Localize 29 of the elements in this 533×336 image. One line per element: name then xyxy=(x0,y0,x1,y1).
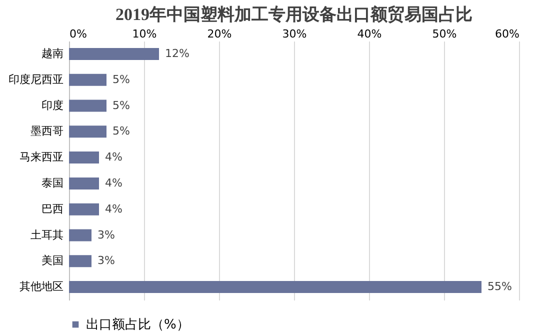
x-tick-label: 30% xyxy=(282,28,307,40)
x-tick-label: 0% xyxy=(70,28,87,40)
data-label: 4% xyxy=(105,150,122,164)
y-tick-label: 印度 xyxy=(42,98,64,112)
y-tick-label: 泰国 xyxy=(42,176,64,190)
data-label: 5% xyxy=(112,72,130,86)
y-tick-label: 美国 xyxy=(42,254,64,268)
data-label: 4% xyxy=(105,202,122,216)
data-label: 3% xyxy=(98,228,115,242)
x-tick-label: 20% xyxy=(207,28,232,40)
data-label: 55% xyxy=(488,280,512,294)
y-tick-label: 越南 xyxy=(42,46,64,60)
data-label: 3% xyxy=(98,254,115,268)
data-label: 5% xyxy=(112,98,130,112)
x-tick-label: 40% xyxy=(357,28,382,40)
y-tick-label: 印度尼西亚 xyxy=(8,72,64,86)
data-label: 5% xyxy=(112,124,130,138)
chart-title: 2019年中国塑料加工专用设备出口额贸易国占比 xyxy=(116,4,472,24)
x-tick-label: 10% xyxy=(132,28,157,40)
y-tick-label: 土耳其 xyxy=(30,228,64,242)
y-tick-label: 墨西哥 xyxy=(30,124,64,138)
x-tick-label: 60% xyxy=(495,28,520,40)
data-label: 4% xyxy=(105,176,122,190)
x-tick-label: 50% xyxy=(432,28,457,40)
data-label: 12% xyxy=(165,46,190,60)
y-tick-label: 马来西亚 xyxy=(20,150,64,164)
legend-label: 出口额占比（%） xyxy=(86,318,190,332)
y-tick-label: 其他地区 xyxy=(20,280,64,294)
y-tick-label: 巴西 xyxy=(42,202,64,216)
